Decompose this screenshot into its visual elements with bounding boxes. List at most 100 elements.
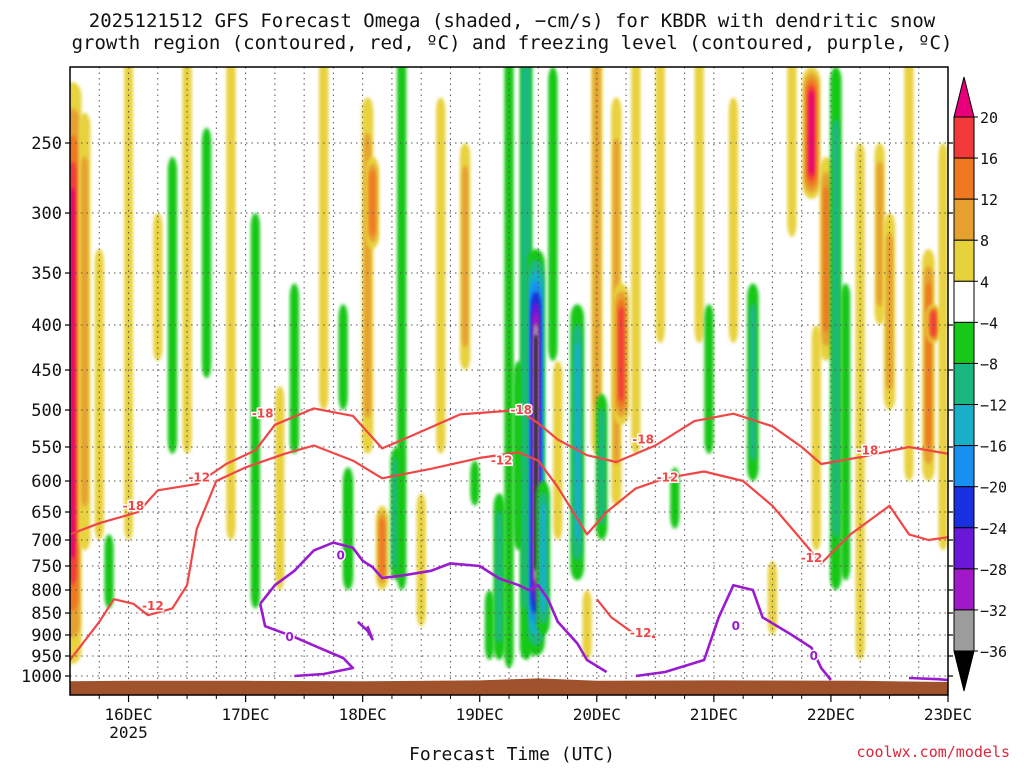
omega-cell — [855, 143, 865, 660]
contour-label: -18 — [252, 407, 274, 421]
contour-lines — [70, 407, 948, 682]
chart-title-line-2: growth region (contoured, red, ºC) and f… — [71, 32, 953, 54]
x-tick-label: 18DEC — [339, 705, 387, 724]
omega-cell — [94, 249, 104, 540]
y-tick-label: 900 — [31, 626, 62, 646]
colorbar-bottom-arrow — [953, 650, 975, 692]
omega-cell — [318, 67, 329, 410]
y-tick-label: 950 — [31, 647, 62, 667]
omega-cell — [250, 213, 261, 609]
y-tick-label: 300 — [31, 204, 62, 224]
colorbar-tick-label: 20 — [980, 109, 998, 127]
omega-cell — [289, 283, 300, 454]
omega-cell — [540, 503, 547, 613]
omega-cell — [767, 560, 778, 635]
colorbar-band — [953, 527, 975, 570]
colorbar-band — [953, 445, 975, 488]
colorbar-band — [953, 157, 975, 200]
snow-growth-contour — [70, 407, 948, 536]
omega-cell — [504, 67, 514, 668]
y-tick-label: 850 — [31, 604, 62, 624]
y-tick-label: 350 — [31, 264, 62, 284]
snow-growth-contour — [595, 598, 656, 639]
omega-cell — [886, 232, 893, 391]
omega-cell — [548, 67, 558, 361]
contour-label: -18 — [632, 433, 654, 447]
contour-label: 0 — [810, 649, 818, 663]
ground-fill — [70, 678, 948, 695]
omega-cell — [787, 67, 797, 237]
colorbar-tick-label: −12 — [980, 397, 1007, 415]
colorbar-tick-label: −36 — [980, 643, 1007, 661]
omega-cell — [124, 67, 133, 540]
y-tick-label: 700 — [31, 531, 62, 551]
omega-cell — [618, 306, 624, 402]
x-tick-label: 22DEC — [807, 705, 855, 724]
colorbar-tick-label: 4 — [980, 273, 989, 291]
omega-cell — [553, 361, 563, 540]
omega-cell — [655, 67, 665, 343]
omega-cell — [938, 143, 948, 551]
y-tick-label: 750 — [31, 557, 62, 577]
contour-label: -18 — [857, 443, 879, 457]
y-tick-label: 250 — [31, 134, 62, 154]
freezing-level-contour — [635, 583, 832, 681]
omega-cell — [823, 186, 829, 332]
snow-growth-contour — [70, 444, 948, 661]
omega-cell — [930, 310, 937, 337]
ground-terrain — [70, 678, 948, 695]
omega-cell — [728, 97, 739, 344]
credit-link[interactable]: coolwx.com/models — [856, 743, 1010, 761]
omega-cell — [876, 161, 883, 307]
colorbar-tick-label: 12 — [980, 191, 998, 209]
colorbar: 20 16 12 8 4 −4 −8 −12 −16 −20 −24 −28 −32 −36 — [953, 76, 1007, 692]
omega-cell — [344, 479, 352, 578]
colorbar-band — [953, 404, 975, 447]
omega-cell — [495, 510, 503, 644]
x-tick-label: 21DEC — [690, 705, 738, 724]
omega-cell — [484, 590, 495, 660]
colorbar-band — [953, 239, 975, 282]
y-tick-label: 400 — [31, 316, 62, 336]
omega-cell — [832, 119, 840, 538]
omega-cell — [379, 517, 385, 578]
omega-cell — [167, 157, 178, 454]
colorbar-band — [953, 116, 975, 159]
x-tick-label: 20DEC — [573, 705, 621, 724]
y-axis: 2503003504004505005506006507007508008509… — [21, 134, 953, 687]
omega-cell — [574, 343, 581, 541]
colorbar-tick-label: −24 — [980, 520, 1007, 538]
contour-label: -18 — [510, 403, 532, 417]
y-tick-label: 800 — [31, 581, 62, 601]
freezing-level-contour — [356, 620, 374, 641]
y-tick-label: 500 — [31, 401, 62, 421]
colorbar-band — [953, 609, 975, 652]
contour-label: -12 — [142, 599, 164, 613]
contour-label: -12 — [801, 551, 823, 565]
freezing-level-contour — [908, 676, 948, 682]
omega-shading — [70, 67, 948, 668]
omega-cell — [397, 67, 407, 590]
colorbar-tick-label: −8 — [980, 355, 998, 373]
x-axis-title: Forecast Time (UTC) — [409, 744, 615, 765]
colorbar-band — [953, 362, 975, 406]
y-tick-label: 1000 — [21, 667, 62, 687]
omega-cell — [369, 170, 376, 236]
colorbar-tick-label: −32 — [980, 602, 1007, 620]
y-tick-label: 650 — [31, 503, 62, 523]
omega-cell — [904, 67, 914, 481]
colorbar-tick-label: 16 — [980, 150, 998, 168]
omega-cell — [582, 590, 592, 660]
colorbar-band — [953, 321, 975, 364]
omega-cell — [840, 283, 851, 581]
y-tick-label: 450 — [31, 361, 62, 381]
omega-cell — [70, 187, 75, 559]
colorbar-band — [953, 280, 975, 323]
freezing-level-contour — [259, 541, 608, 674]
contour-label: 0 — [285, 630, 293, 644]
omega-cell — [593, 67, 601, 410]
x-tick-label: 19DEC — [456, 705, 504, 724]
omega-cell — [704, 304, 714, 454]
omega-cell — [275, 386, 285, 590]
